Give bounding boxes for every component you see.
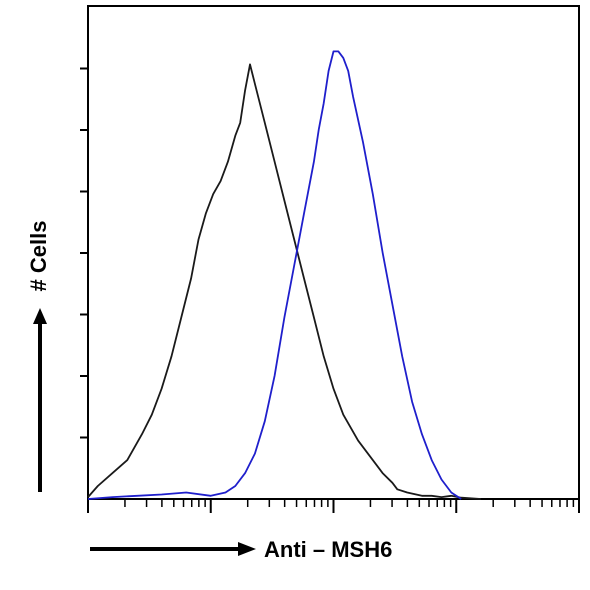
x-axis-label: Anti – MSH6 xyxy=(264,537,392,562)
plot-area xyxy=(87,5,580,500)
series-2-line xyxy=(87,50,462,500)
series-1-line xyxy=(87,63,481,500)
y-axis-label: # Cells xyxy=(26,221,51,292)
x-axis-ticks xyxy=(87,499,580,513)
x-axis-arrowhead xyxy=(238,542,256,556)
series-layer xyxy=(87,50,481,500)
y-axis-ticks xyxy=(80,67,88,439)
y-axis-arrowhead xyxy=(33,308,47,324)
